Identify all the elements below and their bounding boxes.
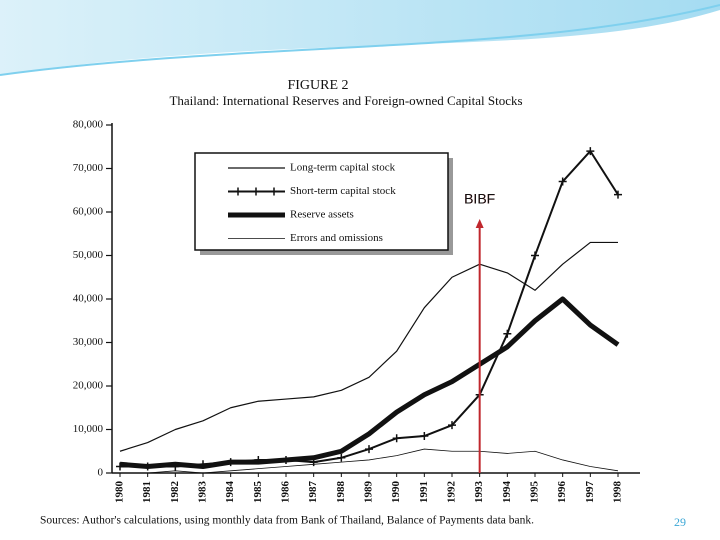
y-tick-label: 50,000 [73,249,104,261]
x-tick-label: 1990 [390,481,402,504]
chart-panel [35,76,660,540]
x-tick-label: 1992 [446,481,458,504]
x-tick-label: 1989 [363,481,375,504]
annotation-arrowhead [475,219,484,228]
legend-marker [252,187,260,196]
plus-marker [448,421,456,430]
annotation-label: BIBF [464,191,495,207]
legend-box [194,152,449,251]
x-tick-label: 1996 [556,481,568,504]
x-tick-label: 1997 [584,481,596,504]
legend-marker [234,187,242,196]
x-tick-label: 1985 [252,481,264,504]
x-tick-label: 1994 [501,481,513,504]
chart-title: FIGURE 2 [287,78,348,93]
y-tick-label: 70,000 [73,162,104,174]
x-tick-label: 1998 [612,481,624,504]
plus-marker [503,329,512,338]
x-tick-label: 1986 [280,481,292,504]
x-tick-label: 1995 [529,481,541,504]
header-curve [0,4,720,76]
x-tick-label: 1981 [141,481,153,503]
annotation-label: BIBF [464,191,495,207]
plus-marker [586,147,595,156]
plus-marker [365,445,373,454]
y-tick-label: 30,000 [73,336,104,348]
plus-marker [392,434,401,443]
x-tick-label: 1983 [197,481,209,504]
x-tick-label: 1993 [473,481,485,504]
legend-marker [270,187,278,196]
y-tick-label: 80,000 [73,119,104,131]
header-wave [0,0,720,75]
y-tick-label: 60,000 [73,206,104,218]
page-number: 29 [674,515,686,529]
x-tick-label: 1988 [335,481,347,504]
plus-marker [420,432,429,441]
plus-marker [614,190,622,199]
series-line [119,296,620,469]
legend-label: Long-term capital stock [290,162,396,174]
x-tick-label: 1987 [307,481,319,504]
plus-marker [337,453,346,462]
y-tick-label: 20,000 [73,380,104,392]
x-tick-label: 1984 [224,481,236,504]
series-line [119,241,618,452]
chart-subtitle: Thailand: International Reserves and For… [169,93,522,108]
y-tick-label: 10,000 [73,423,104,435]
source-note: Sources: Author's calculations, using mo… [40,515,534,527]
x-tick-label: 1991 [418,481,430,503]
y-tick-label: 0 [98,467,104,479]
y-tick-label: 40,000 [73,293,104,305]
legend-label: Short-term capital stock [290,185,396,197]
legend-label: Reserve assets [290,209,354,221]
x-tick-label: 1982 [169,481,181,504]
series-line [120,448,619,474]
legend-label: Errors and omissions [290,232,383,244]
x-tick-label: 1980 [114,481,126,504]
plus-marker [531,251,539,260]
plus-marker [558,177,567,186]
